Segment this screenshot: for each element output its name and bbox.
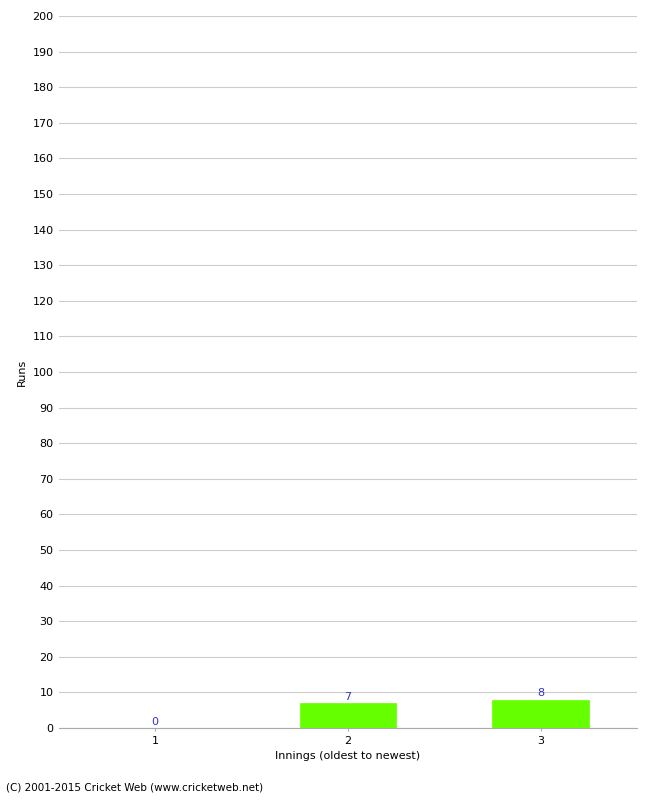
Bar	[300, 703, 396, 728]
Text: (C) 2001-2015 Cricket Web (www.cricketweb.net): (C) 2001-2015 Cricket Web (www.cricketwe…	[6, 782, 264, 792]
Y-axis label: Runs: Runs	[17, 358, 27, 386]
X-axis label: Innings (oldest to newest): Innings (oldest to newest)	[275, 751, 421, 761]
Text: 7: 7	[344, 692, 351, 702]
Bar	[493, 699, 589, 728]
Text: 8: 8	[537, 689, 544, 698]
Text: 0: 0	[151, 717, 159, 727]
